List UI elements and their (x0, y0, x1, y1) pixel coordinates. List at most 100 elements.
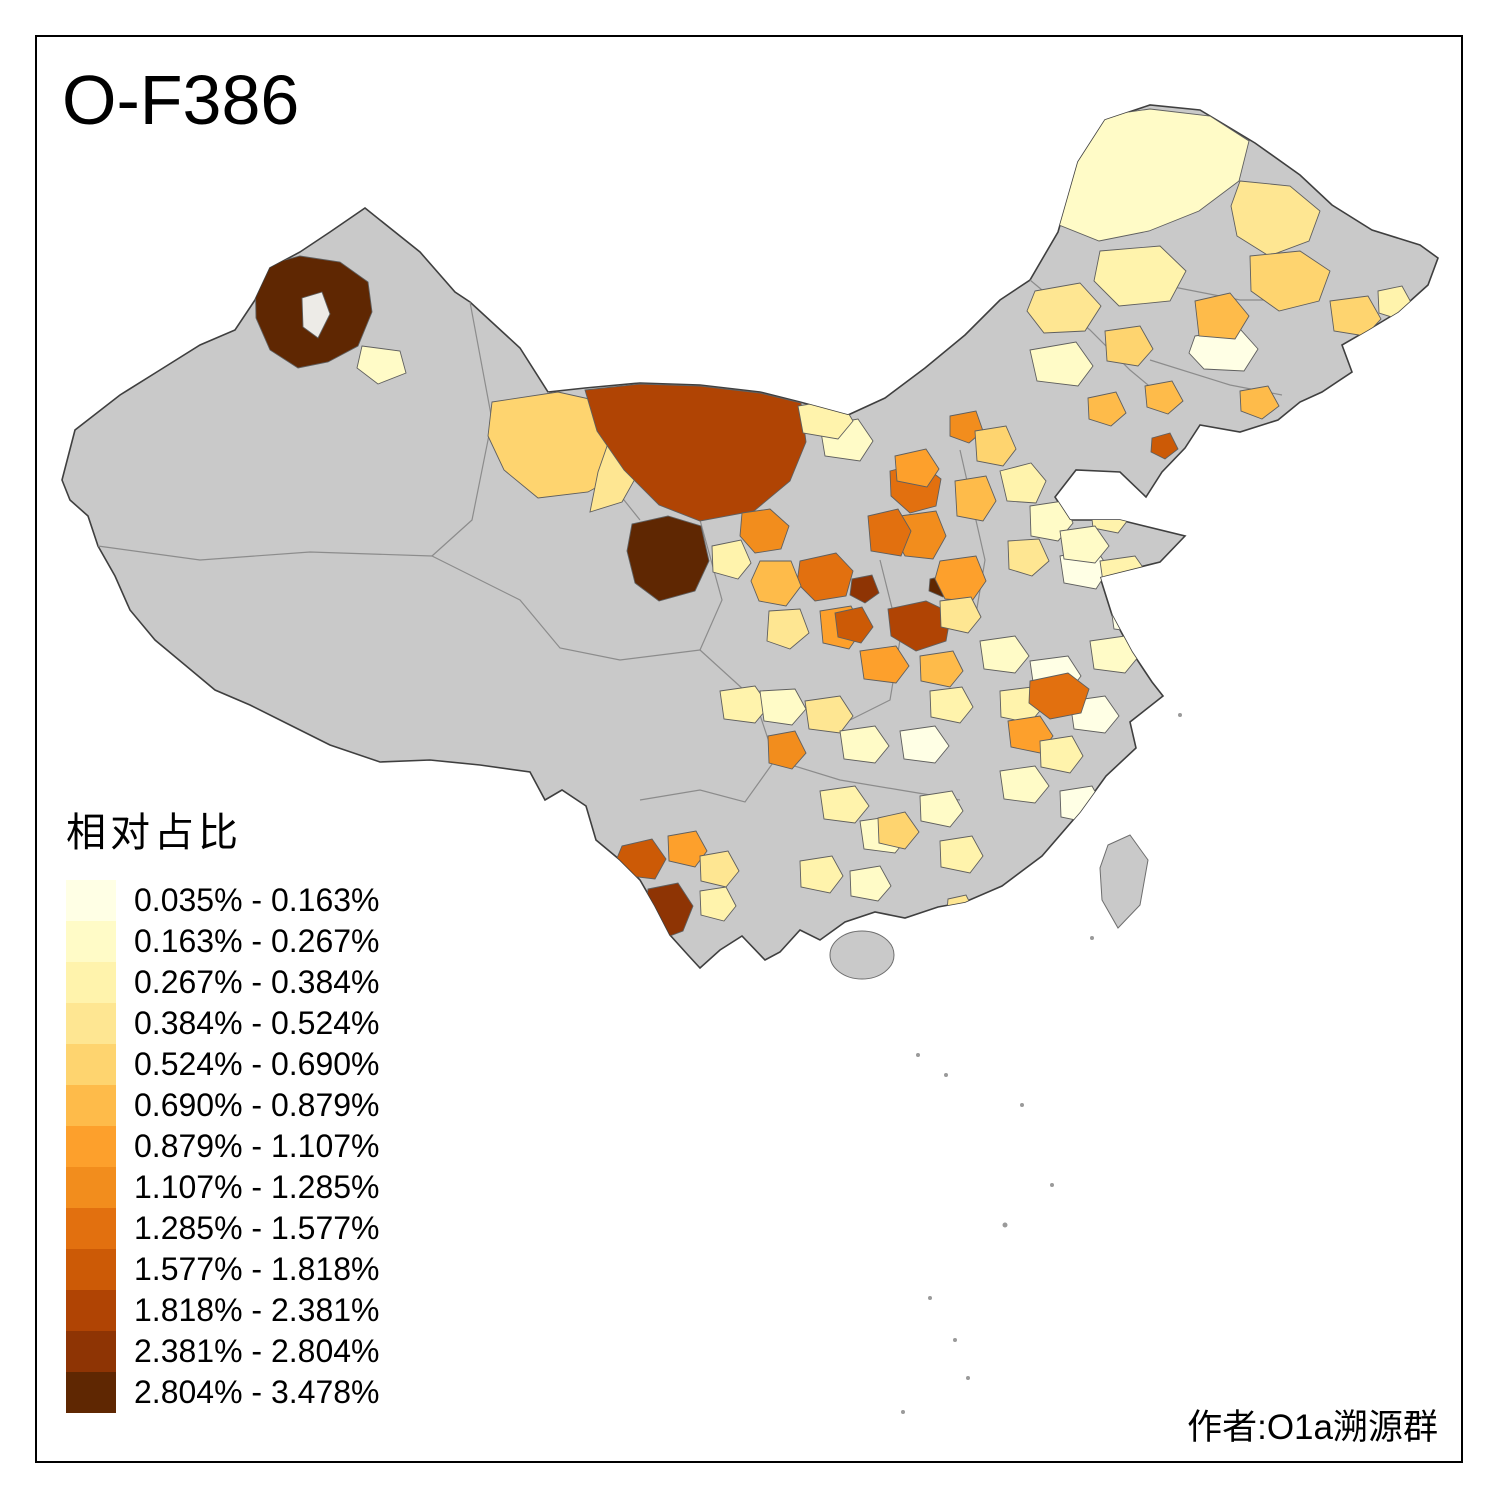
map-region (1230, 180, 1321, 257)
legend-range-label: 0.690% - 0.879% (134, 1087, 380, 1123)
legend-range-label: 1.285% - 1.577% (134, 1210, 380, 1246)
map-region (699, 850, 740, 888)
hainan-island (829, 930, 895, 980)
map-region (584, 383, 807, 522)
legend-swatch (66, 1290, 116, 1331)
map-region (1144, 380, 1184, 415)
map-region (739, 508, 790, 554)
sea-islet (901, 1410, 905, 1414)
map-region (1059, 525, 1110, 564)
legend-range-label: 0.384% - 0.524% (134, 1005, 380, 1041)
map-region (1109, 595, 1160, 634)
sea-islet (1050, 1183, 1054, 1187)
map-region (1089, 635, 1140, 674)
legend-item: 0.384% - 0.524% (66, 1003, 380, 1044)
map-title: O-F386 (62, 61, 300, 139)
legend-range-label: 0.879% - 1.107% (134, 1128, 380, 1164)
map-region (839, 725, 890, 764)
sea-islet (1002, 1222, 1008, 1228)
province-border-line (431, 555, 701, 661)
legend-swatch (66, 921, 116, 962)
map-region (999, 462, 1047, 504)
legend-swatch (66, 880, 116, 921)
legend-item: 1.285% - 1.577% (66, 1208, 380, 1249)
lake-region (301, 291, 331, 339)
map-region (799, 855, 844, 894)
legend-swatch (66, 1167, 116, 1208)
map-region (919, 790, 964, 828)
map-region (1239, 385, 1280, 420)
map-region (887, 600, 952, 652)
map-region (1029, 341, 1094, 387)
legend-title: 相对占比 (66, 811, 242, 855)
map-region (894, 448, 940, 488)
map-region (939, 835, 984, 874)
map-region (954, 475, 997, 522)
legend-item: 1.577% - 1.818% (66, 1249, 380, 1290)
map-region (750, 560, 802, 607)
map-region (1026, 282, 1102, 334)
sea-islet (916, 1053, 920, 1057)
legend-swatch (66, 1249, 116, 1290)
map-region (1249, 250, 1331, 312)
legend-swatch (66, 1003, 116, 1044)
map-region (1039, 735, 1084, 774)
map-region (1087, 391, 1127, 427)
legend-range-label: 1.107% - 1.285% (134, 1169, 380, 1205)
map-region (859, 645, 910, 684)
legend-item: 0.690% - 0.879% (66, 1085, 380, 1126)
legend-range-label: 0.035% - 0.163% (134, 882, 380, 918)
map-region (719, 685, 770, 724)
sea-islet (1178, 713, 1182, 717)
map-region (979, 635, 1030, 674)
legend-range-label: 2.804% - 3.478% (134, 1374, 380, 1410)
sea-islet (944, 1073, 948, 1077)
map-region (974, 425, 1017, 467)
province-border-line (97, 545, 433, 561)
legend-item: 0.163% - 0.267% (66, 921, 380, 962)
legend-swatch (66, 1331, 116, 1372)
islands (829, 713, 1182, 1414)
legend-range-label: 0.267% - 0.384% (134, 964, 380, 1000)
sea-islet (1020, 1103, 1024, 1107)
map-region (899, 725, 950, 764)
author-credit: 作者:O1a溯源群 (1187, 1408, 1438, 1447)
map-region (849, 865, 892, 902)
map-region (699, 886, 737, 922)
map-region (849, 574, 880, 604)
legend-item: 2.804% - 3.478% (66, 1372, 380, 1413)
map-region (1059, 785, 1104, 824)
map-region (1007, 538, 1050, 577)
map-region (804, 695, 854, 734)
legend-swatch (66, 962, 116, 1003)
map-region (877, 811, 920, 850)
map-region (1028, 672, 1090, 720)
legend-item: 0.267% - 0.384% (66, 962, 380, 1003)
map-region (626, 515, 710, 602)
map-region (929, 686, 974, 724)
legend-swatch (66, 1208, 116, 1249)
legend-item: 0.035% - 0.163% (66, 880, 380, 921)
map-region (834, 606, 874, 644)
map-region (766, 608, 810, 650)
legend-item: 1.107% - 1.285% (66, 1167, 380, 1208)
map-region (356, 345, 407, 385)
legend-range-label: 0.524% - 0.690% (134, 1046, 380, 1082)
map-region (767, 730, 807, 770)
legend-range-label: 1.818% - 2.381% (134, 1292, 380, 1328)
sea-islet (953, 1338, 957, 1342)
map-region (867, 508, 912, 557)
legend-item: 2.381% - 2.804% (66, 1331, 380, 1372)
legend-item: 1.818% - 2.381% (66, 1290, 380, 1331)
sea-islet (1090, 936, 1094, 940)
map-region (1093, 245, 1187, 307)
legend-swatch (66, 1126, 116, 1167)
legend: 相对占比 0.035% - 0.163% 0.163% - 0.267% 0.267… (66, 800, 380, 1413)
map-region (1150, 432, 1179, 460)
map-region (1194, 292, 1250, 340)
province-border-line (431, 301, 493, 557)
legend-swatch (66, 1372, 116, 1413)
sea-islet (928, 1296, 932, 1300)
legend-swatch (66, 1085, 116, 1126)
